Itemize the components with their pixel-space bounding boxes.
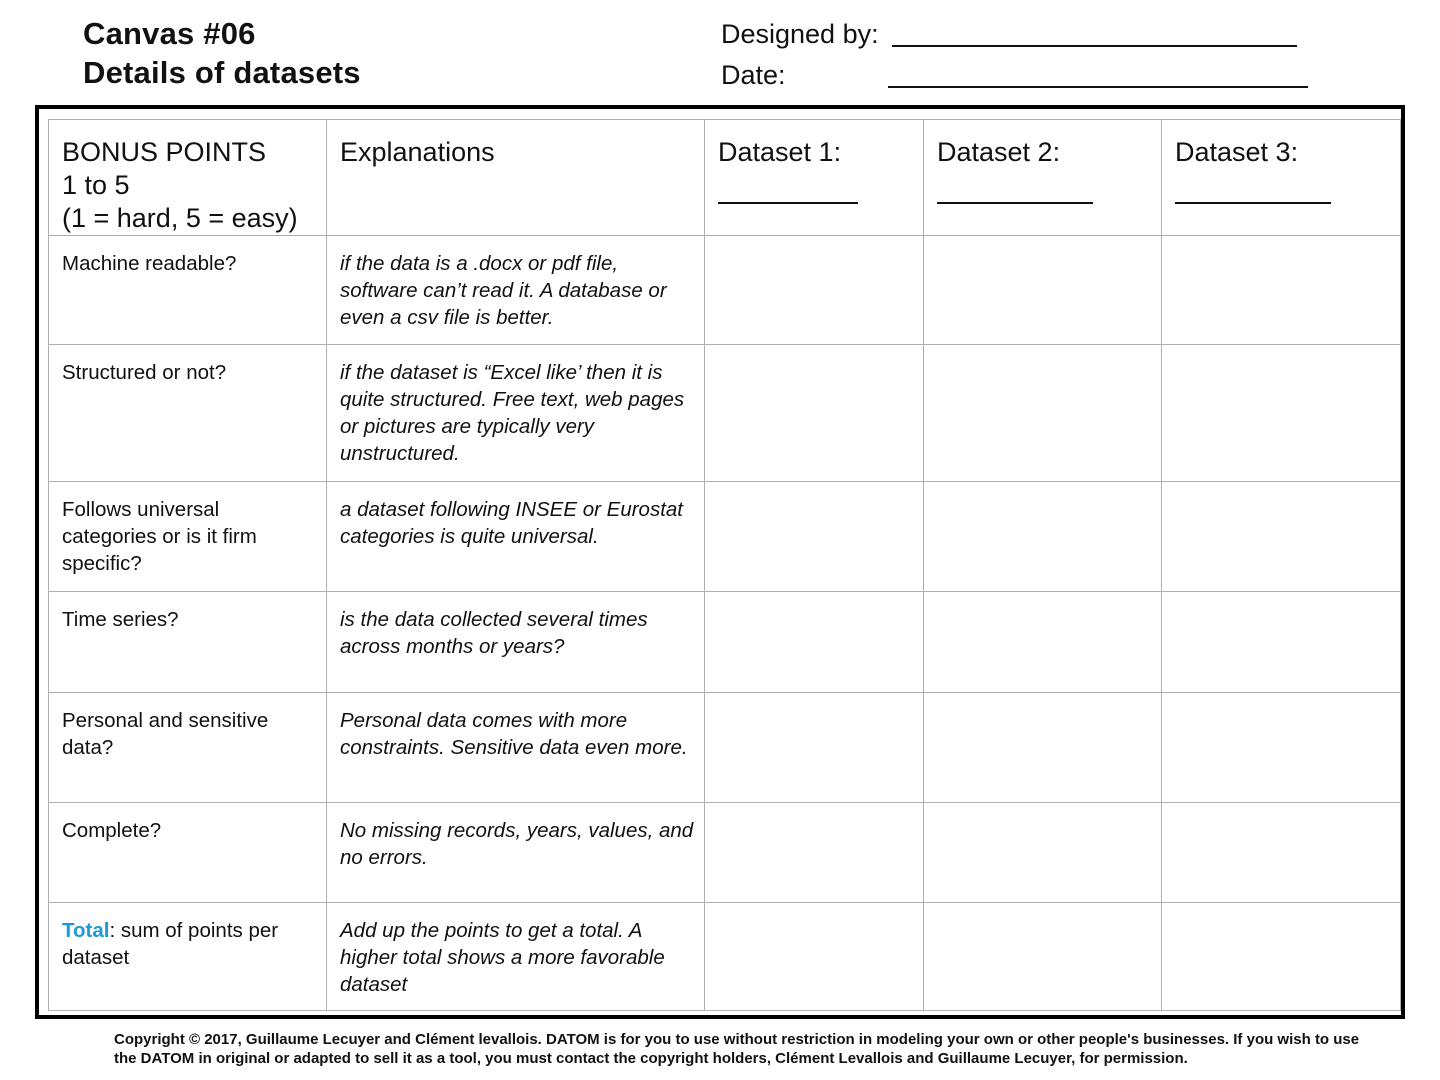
explanation-cell: No missing records, years, values, and n… (326, 802, 705, 903)
bonus-range-label: 1 to 5 (62, 170, 130, 200)
dataset-3-score-cell[interactable] (1161, 802, 1401, 903)
dataset-2-name-blank[interactable] (937, 202, 1093, 204)
explanation-cell: is the data collected several times acro… (326, 591, 705, 693)
datasets-table: BONUS POINTS 1 to 5 (1 = hard, 5 = easy)… (48, 119, 1401, 1011)
criterion-cell: Personal and sensitive data? (48, 692, 327, 803)
date-label: Date: (721, 60, 786, 90)
dataset-1-score-cell[interactable] (704, 802, 924, 903)
header-dataset-2: Dataset 2: (923, 119, 1162, 236)
dataset-2-score-cell[interactable] (923, 802, 1162, 903)
table-header-row: BONUS POINTS 1 to 5 (1 = hard, 5 = easy)… (48, 119, 1401, 236)
dataset-1-score-cell[interactable] (704, 591, 924, 693)
explanation-cell: a dataset following INSEE or Eurostat ca… (326, 481, 705, 592)
total-criterion-text: : sum of points per dataset (62, 919, 279, 969)
dataset-3-total-cell[interactable] (1161, 902, 1401, 1011)
dataset-1-score-cell[interactable] (704, 235, 924, 345)
dataset-2-label: Dataset 2: (937, 137, 1061, 167)
dataset-1-label: Dataset 1: (718, 137, 842, 167)
criterion-cell: Follows universal categories or is it fi… (48, 481, 327, 592)
table-row: Time series? is the data collected sever… (48, 591, 1401, 693)
explanation-cell: if the data is a .docx or pdf file, soft… (326, 235, 705, 345)
designed-by-label: Designed by: (721, 19, 879, 49)
dataset-2-score-cell[interactable] (923, 591, 1162, 693)
dataset-2-total-cell[interactable] (923, 902, 1162, 1011)
dataset-3-score-cell[interactable] (1161, 344, 1401, 482)
copyright-notice: Copyright © 2017, Guillaume Lecuyer and … (114, 1031, 1360, 1067)
date-blank[interactable] (888, 86, 1308, 88)
dataset-3-score-cell[interactable] (1161, 235, 1401, 345)
dataset-3-score-cell[interactable] (1161, 692, 1401, 803)
canvas-number: Canvas #06 (83, 16, 256, 51)
table-row: Complete? No missing records, years, val… (48, 802, 1401, 903)
total-keyword: Total (62, 919, 110, 942)
canvas-subtitle: Details of datasets (83, 55, 361, 90)
dataset-3-label: Dataset 3: (1175, 137, 1299, 167)
dataset-1-score-cell[interactable] (704, 481, 924, 592)
dataset-1-total-cell[interactable] (704, 902, 924, 1011)
canvas-frame (35, 105, 1405, 1019)
criterion-cell: Complete? (48, 802, 327, 903)
dataset-3-name-blank[interactable] (1175, 202, 1331, 204)
header-explanations: Explanations (326, 119, 705, 236)
criterion-cell: Machine readable? (48, 235, 327, 345)
dataset-1-name-blank[interactable] (718, 202, 858, 204)
explanation-cell: if the dataset is “Excel like’ then it i… (326, 344, 705, 482)
designed-by-row: Designed by: (721, 14, 1297, 55)
dataset-2-score-cell[interactable] (923, 692, 1162, 803)
header-bonus-points: BONUS POINTS 1 to 5 (1 = hard, 5 = easy) (48, 119, 327, 236)
explanation-cell: Personal data comes with more constraint… (326, 692, 705, 803)
table-row: Machine readable? if the data is a .docx… (48, 235, 1401, 345)
criterion-cell: Structured or not? (48, 344, 327, 482)
total-row: Total: sum of points per dataset Add up … (48, 902, 1401, 1011)
total-criterion-cell: Total: sum of points per dataset (48, 902, 327, 1011)
table-row: Personal and sensitive data? Personal da… (48, 692, 1401, 803)
meta-fields: Designed by: Date: (721, 14, 1308, 96)
dataset-2-score-cell[interactable] (923, 235, 1162, 345)
dataset-2-score-cell[interactable] (923, 344, 1162, 482)
dataset-1-score-cell[interactable] (704, 692, 924, 803)
date-row: Date: (721, 55, 1308, 96)
table-row: Structured or not? if the dataset is “Ex… (48, 344, 1401, 482)
total-explanation-cell: Add up the points to get a total. A high… (326, 902, 705, 1011)
dataset-1-score-cell[interactable] (704, 344, 924, 482)
dataset-2-score-cell[interactable] (923, 481, 1162, 592)
table-row: Follows universal categories or is it fi… (48, 481, 1401, 592)
criterion-cell: Time series? (48, 591, 327, 693)
header-dataset-3: Dataset 3: (1161, 119, 1401, 236)
canvas-title: Canvas #06 Details of datasets (83, 14, 361, 92)
bonus-points-label: BONUS POINTS (62, 137, 267, 167)
header-dataset-1: Dataset 1: (704, 119, 924, 236)
bonus-scale-label: (1 = hard, 5 = easy) (62, 203, 298, 233)
dataset-3-score-cell[interactable] (1161, 591, 1401, 693)
designed-by-blank[interactable] (892, 45, 1297, 47)
dataset-3-score-cell[interactable] (1161, 481, 1401, 592)
